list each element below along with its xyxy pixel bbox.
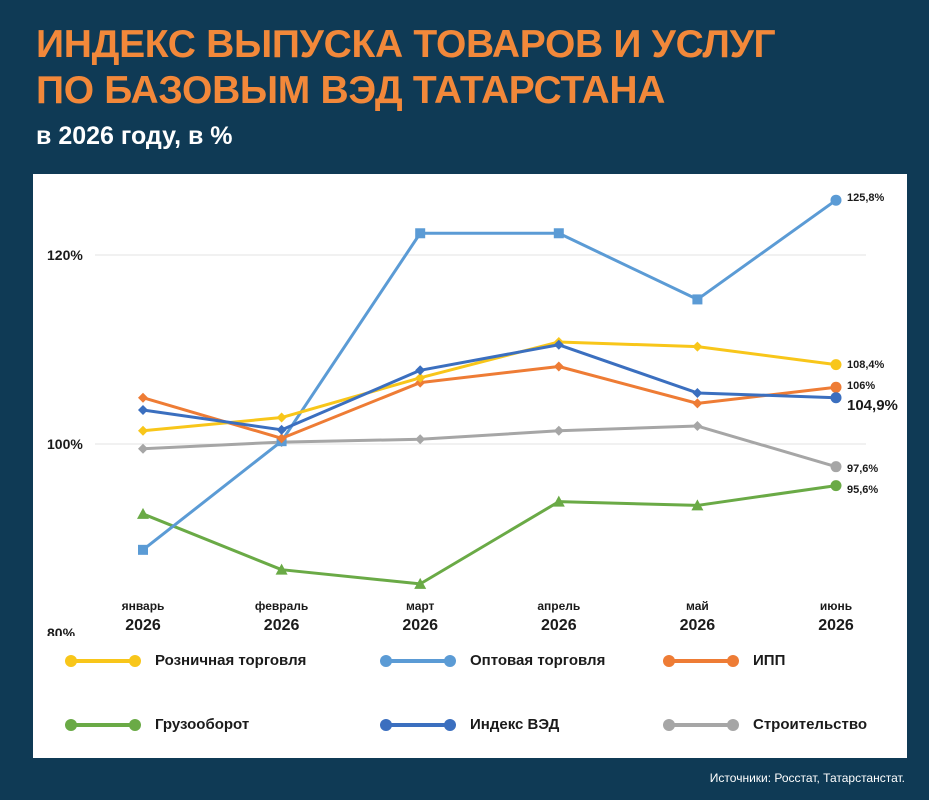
series-line — [141, 484, 838, 586]
data-point — [552, 495, 565, 507]
data-point — [692, 421, 703, 432]
data-point — [415, 228, 426, 239]
chart-title: ИНДЕКС ВЫПУСКА ТОВАРОВ И УСЛУГ ПО БАЗОВЫ… — [36, 22, 776, 114]
data-point — [692, 341, 703, 352]
data-point — [830, 381, 842, 393]
legend-label: ИПП — [753, 652, 786, 669]
legend-item: Индекс ВЭД — [378, 716, 559, 733]
data-point — [415, 365, 426, 376]
y-tick-label: 80% — [47, 625, 76, 636]
x-tick-year: 2026 — [818, 617, 854, 634]
legend-swatch — [661, 717, 741, 733]
x-tick-month: июнь — [820, 599, 852, 613]
x-tick-year: 2026 — [264, 617, 300, 634]
legend-label: Индекс ВЭД — [470, 716, 560, 733]
data-point — [553, 228, 564, 239]
data-label: 125,8% — [847, 192, 885, 204]
x-tick-year: 2026 — [541, 617, 577, 634]
source-note: Источники: Росстат, Татарстанстат. — [709, 771, 905, 785]
data-point — [692, 294, 703, 305]
data-label: 108,4% — [847, 359, 885, 371]
data-point — [830, 461, 842, 473]
x-tick-month: февраль — [255, 599, 308, 613]
legend-swatch — [378, 653, 458, 669]
legend-label: Оптовая торговля — [470, 652, 606, 669]
data-point — [138, 392, 148, 403]
legend-label: Строительство — [753, 716, 868, 733]
data-point — [275, 563, 288, 575]
y-tick-label: 100% — [47, 436, 83, 452]
x-tick-year: 2026 — [125, 617, 161, 634]
legend-item: ИПП — [661, 652, 785, 669]
legend-item: Розничная торговля — [63, 652, 306, 669]
legend-swatch — [378, 717, 458, 733]
legend-swatch — [661, 653, 741, 669]
data-point — [414, 577, 427, 589]
data-label: 104,9% — [847, 397, 898, 414]
data-point — [276, 412, 287, 423]
data-point — [830, 392, 842, 404]
data-point — [415, 372, 426, 383]
y-tick-label: 120% — [47, 247, 83, 263]
data-label: 106% — [847, 380, 875, 392]
legend-swatch — [63, 653, 143, 669]
data-label: 97,6% — [847, 463, 878, 475]
data-point — [276, 433, 287, 444]
series-line — [141, 424, 838, 469]
data-point — [553, 361, 564, 372]
x-tick-month: январь — [122, 599, 165, 613]
data-point — [138, 425, 148, 436]
legend-label: Розничная торговля — [155, 652, 307, 669]
legend-item: Грузооборот — [63, 716, 249, 733]
chart-panel — [33, 174, 907, 758]
line-chart: 80% 100% 120% январь 2026 февраль 2026 март 2026… — [47, 192, 898, 636]
legend-swatch — [63, 717, 143, 733]
data-point — [276, 424, 287, 435]
data-point — [830, 194, 842, 206]
chart-legend: Розничная торговля Оптовая торговля ИПП Гру… — [33, 636, 907, 758]
x-tick-year: 2026 — [680, 617, 716, 634]
data-point — [138, 443, 148, 454]
data-point — [692, 387, 703, 398]
series-line — [141, 343, 838, 432]
series-line — [141, 365, 838, 440]
data-point — [553, 339, 564, 350]
data-point — [691, 499, 704, 511]
data-point — [138, 404, 148, 415]
x-tick-month: май — [686, 599, 709, 613]
x-tick-year: 2026 — [402, 617, 438, 634]
chart-title-line2: ПО БАЗОВЫМ ВЭД ТАТАРСТАНА — [36, 69, 666, 112]
data-point — [415, 434, 426, 445]
data-point — [692, 398, 703, 409]
legend-label: Грузооборот — [155, 716, 250, 733]
data-point — [137, 507, 149, 519]
x-tick-month: апрель — [537, 599, 580, 613]
data-point — [830, 359, 842, 371]
data-point — [138, 544, 148, 555]
chart-subtitle: в 2026 году, в % — [36, 122, 233, 150]
series-line — [141, 340, 838, 433]
legend-item: Строительство — [661, 716, 867, 733]
chart-title-line1: ИНДЕКС ВЫПУСКА ТОВАРОВ И УСЛУГ — [36, 23, 776, 66]
data-point — [553, 425, 564, 436]
legend-item: Оптовая торговля — [378, 652, 605, 669]
x-tick-month: март — [406, 599, 435, 613]
series-line — [141, 198, 838, 552]
data-point — [830, 480, 842, 492]
data-label: 95,6% — [847, 484, 878, 496]
